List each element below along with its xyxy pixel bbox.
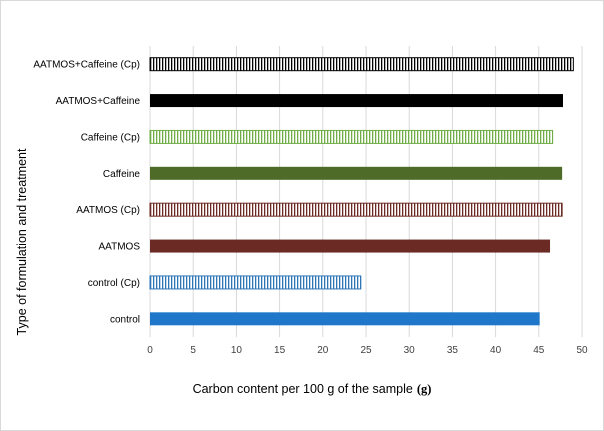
bar-control	[150, 312, 540, 326]
category-label: AATMOS	[99, 242, 141, 253]
gridlines	[149, 46, 583, 337]
bar-caffeine	[150, 166, 563, 180]
category-label: AATMOS+Caffeine (Cp)	[33, 60, 140, 71]
x-axis-title-text: Carbon content per 100 g of the sample	[193, 382, 413, 396]
bar-control-cp	[149, 275, 362, 290]
category-label: AATMOS+Caffeine	[56, 96, 141, 107]
y-category-labels: control control (Cp) AATMOS AATMOS (Cp) Caff…	[33, 60, 140, 326]
x-tick-label: 0	[147, 345, 153, 356]
x-axis-title: Carbon content per 100 g of the sample (g…	[193, 382, 432, 396]
category-label: Caffeine	[103, 169, 141, 180]
x-tick-label: 25	[360, 345, 372, 356]
x-tick-labels: 0 5 10 15 20 25 30 35 40 45 50	[147, 345, 588, 356]
bar-aatmos-caffeine	[150, 94, 563, 108]
bar-aatmos-caffeine-cp	[149, 57, 574, 72]
x-tick-label: 15	[274, 345, 286, 356]
x-tick-label: 45	[533, 345, 545, 356]
y-axis-title: Type of formulation and treatment	[15, 148, 29, 335]
category-label: Caffeine (Cp)	[81, 132, 140, 143]
x-tick-label: 35	[447, 345, 459, 356]
x-tick-label: 30	[404, 345, 416, 356]
category-label: control	[110, 314, 140, 325]
bar-caffeine-cp	[149, 129, 554, 144]
x-axis-unit: (g)	[417, 382, 432, 396]
x-tick-label: 50	[576, 345, 588, 356]
category-label: AATMOS (Cp)	[76, 205, 140, 216]
x-tick-label: 40	[490, 345, 502, 356]
bars	[149, 57, 574, 326]
x-tick-label: 10	[231, 345, 243, 356]
category-label: control (Cp)	[88, 278, 140, 289]
bar-aatmos	[150, 239, 551, 253]
bar-aatmos-cp	[149, 202, 563, 217]
x-tick-label: 5	[190, 345, 196, 356]
x-tick-label: 20	[317, 345, 329, 356]
